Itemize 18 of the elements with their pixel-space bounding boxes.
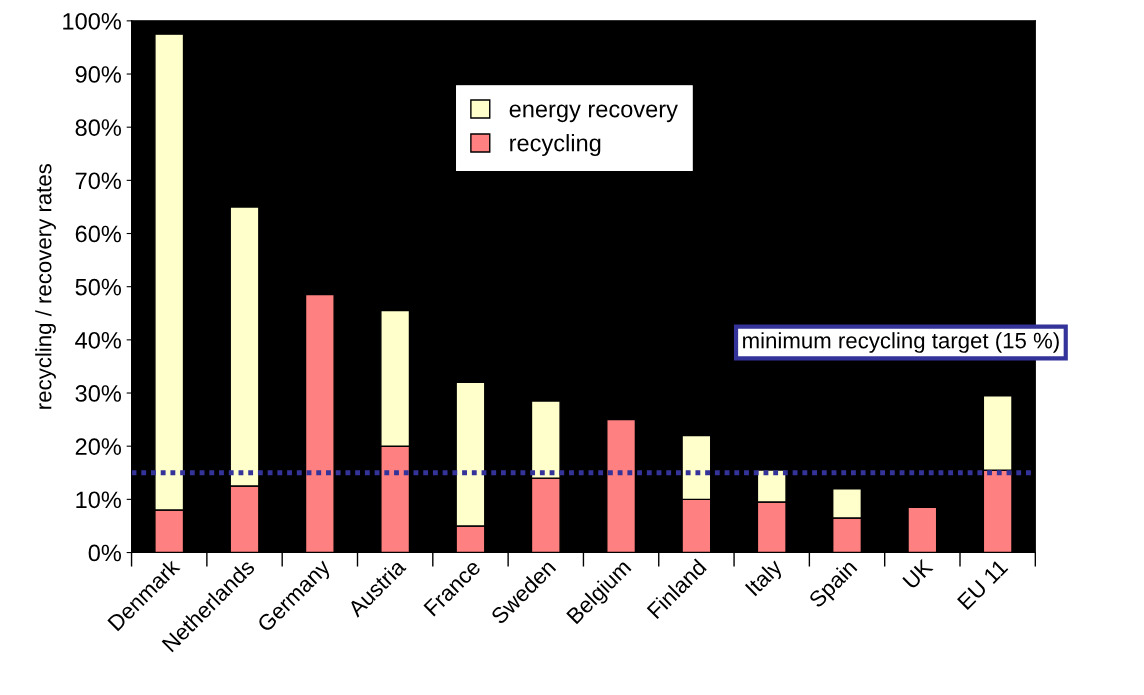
legend-label: energy recovery — [509, 104, 678, 123]
x-tick-label: EU 11 — [957, 558, 1009, 611]
y-tick-label: 60% — [75, 225, 121, 243]
y-tick-label: 40% — [75, 331, 121, 349]
y-tick-label: 10% — [76, 491, 121, 509]
y-tick-label: 70% — [75, 172, 121, 190]
y-tick-label: 50% — [75, 278, 121, 296]
legend-label: recycling — [510, 134, 601, 157]
x-tick-label: Italy — [744, 557, 787, 600]
annotation: minimum recycling target (15 %) — [743, 332, 1059, 353]
y-tick-label: 100% — [63, 12, 121, 30]
y-tick-label: 30% — [75, 385, 121, 402]
y-tick-label: 20% — [75, 438, 121, 455]
y-tick-label: 80% — [75, 119, 121, 136]
x-tick-label: UK — [902, 558, 934, 590]
y-tick-label: 0% — [88, 544, 121, 562]
y-axis-title: recycling / recovery rates — [35, 163, 56, 409]
y-tick-label: 90% — [75, 66, 121, 83]
